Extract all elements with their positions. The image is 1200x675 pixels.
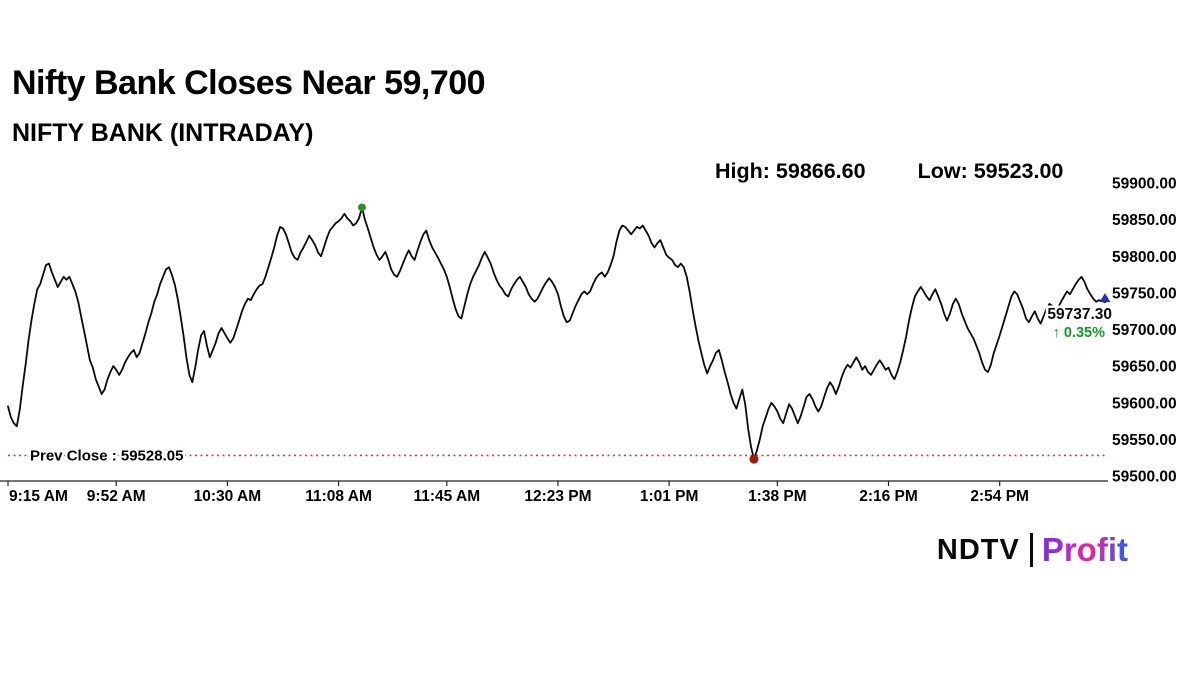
day-high-label: High: 59866.60 xyxy=(715,159,866,183)
logo-divider xyxy=(1029,533,1033,567)
x-axis-label: 2:16 PM xyxy=(859,488,918,505)
x-axis-label: 2:54 PM xyxy=(970,488,1029,505)
x-axis-label: 12:23 PM xyxy=(524,488,591,505)
last-change-label: ↑ 0.35% xyxy=(1053,325,1105,341)
profit-logo-text: Profit xyxy=(1041,531,1128,568)
ndtv-profit-logo: NDTV Profit xyxy=(937,531,1128,569)
y-axis-label: 59850.00 xyxy=(1112,212,1177,229)
ndtv-logo-text: NDTV xyxy=(936,533,1020,566)
chart-title: NIFTY BANK (INTRADAY) xyxy=(12,119,314,147)
y-axis-label: 59600.00 xyxy=(1112,395,1177,412)
x-axis-label: 11:08 AM xyxy=(305,488,372,505)
y-axis-label: 59750.00 xyxy=(1112,285,1177,302)
x-axis-label: 1:38 PM xyxy=(748,488,807,505)
price-line xyxy=(7,206,1106,461)
y-axis-label: 59650.00 xyxy=(1112,359,1177,376)
y-axis-label: 59800.00 xyxy=(1112,249,1177,266)
page-title: Nifty Bank Closes Near 59,700 xyxy=(12,64,486,102)
x-axis-label: 1:01 PM xyxy=(640,488,699,505)
x-axis-label: 9:52 AM xyxy=(87,488,146,505)
last-price-label: 59737.30 xyxy=(1047,306,1112,323)
prev-close-label: Prev Close : 59528.05 xyxy=(30,447,183,464)
low-marker-dot xyxy=(749,454,759,464)
y-axis-label: 59550.00 xyxy=(1112,432,1177,449)
day-low-label: Low: 59523.00 xyxy=(917,159,1064,183)
high-marker-dot xyxy=(357,203,366,212)
x-axis-label: 10:30 AM xyxy=(194,488,261,505)
x-axis-label: 9:15 AM xyxy=(9,488,68,505)
last-price-marker xyxy=(1099,293,1111,303)
x-axis-label: 11:45 AM xyxy=(413,488,480,505)
y-axis-label: 59900.00 xyxy=(1112,176,1177,193)
y-axis-label: 59500.00 xyxy=(1112,469,1177,486)
high-low-row: High: 59866.60 Low: 59523.00 xyxy=(715,159,1063,184)
y-axis-label: 59700.00 xyxy=(1112,322,1177,339)
